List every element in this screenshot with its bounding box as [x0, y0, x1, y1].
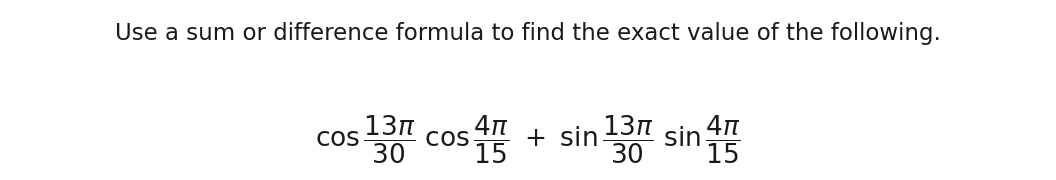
Text: $\cos \dfrac{13\pi}{30}\ \cos \dfrac{4\pi}{15}\ +\ \sin \dfrac{13\pi}{30}\ \sin : $\cos \dfrac{13\pi}{30}\ \cos \dfrac{4\p… [315, 113, 741, 166]
Text: Use a sum or difference formula to find the exact value of the following.: Use a sum or difference formula to find … [115, 22, 941, 45]
